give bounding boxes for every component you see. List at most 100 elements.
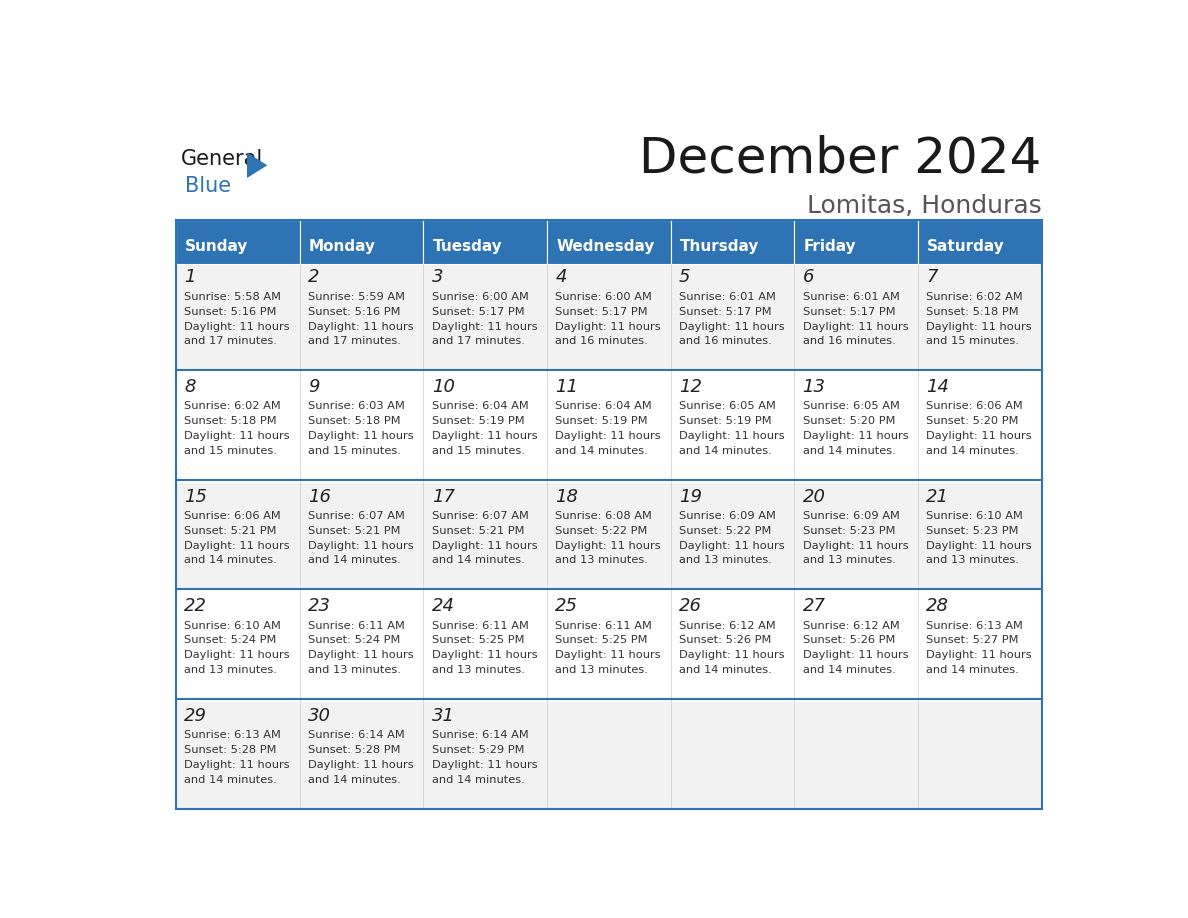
- Text: and 13 minutes.: and 13 minutes.: [555, 555, 649, 565]
- Text: 23: 23: [308, 598, 331, 615]
- Bar: [671, 483, 795, 589]
- Text: 28: 28: [927, 598, 949, 615]
- Text: and 13 minutes.: and 13 minutes.: [803, 555, 896, 565]
- Text: Sunrise: 6:01 AM: Sunrise: 6:01 AM: [803, 292, 899, 302]
- Bar: [546, 701, 671, 809]
- Text: 24: 24: [431, 598, 455, 615]
- Text: and 17 minutes.: and 17 minutes.: [308, 336, 400, 346]
- Text: Daylight: 11 hours: Daylight: 11 hours: [555, 321, 661, 331]
- Text: Tuesday: Tuesday: [432, 240, 503, 254]
- Bar: [299, 701, 423, 809]
- Text: Daylight: 11 hours: Daylight: 11 hours: [184, 321, 290, 331]
- Text: 9: 9: [308, 378, 320, 396]
- Text: 19: 19: [680, 487, 702, 506]
- Text: Sunrise: 6:04 AM: Sunrise: 6:04 AM: [555, 401, 652, 411]
- Text: Sunrise: 6:02 AM: Sunrise: 6:02 AM: [184, 401, 282, 411]
- Text: 17: 17: [431, 487, 455, 506]
- Text: Sunset: 5:16 PM: Sunset: 5:16 PM: [184, 307, 277, 317]
- Text: Sunrise: 6:01 AM: Sunrise: 6:01 AM: [680, 292, 776, 302]
- Text: 10: 10: [431, 378, 455, 396]
- Text: Sunrise: 6:05 AM: Sunrise: 6:05 AM: [680, 401, 776, 411]
- Text: Sunset: 5:24 PM: Sunset: 5:24 PM: [184, 635, 277, 645]
- Text: Sunset: 5:23 PM: Sunset: 5:23 PM: [927, 526, 1019, 536]
- Text: Sunset: 5:25 PM: Sunset: 5:25 PM: [431, 635, 524, 645]
- Text: Sunset: 5:22 PM: Sunset: 5:22 PM: [680, 526, 771, 536]
- Text: Sunrise: 6:09 AM: Sunrise: 6:09 AM: [803, 511, 899, 521]
- Text: Sunrise: 6:07 AM: Sunrise: 6:07 AM: [431, 511, 529, 521]
- Text: Sunset: 5:17 PM: Sunset: 5:17 PM: [555, 307, 647, 317]
- Text: Sunrise: 6:08 AM: Sunrise: 6:08 AM: [555, 511, 652, 521]
- Bar: [176, 592, 299, 699]
- Text: Daylight: 11 hours: Daylight: 11 hours: [431, 760, 537, 770]
- Text: Daylight: 11 hours: Daylight: 11 hours: [555, 431, 661, 441]
- Text: 7: 7: [927, 268, 937, 286]
- Text: and 13 minutes.: and 13 minutes.: [431, 665, 525, 675]
- Text: 8: 8: [184, 378, 196, 396]
- Text: Friday: Friday: [803, 240, 857, 254]
- Text: and 13 minutes.: and 13 minutes.: [308, 665, 400, 675]
- Text: and 14 minutes.: and 14 minutes.: [184, 775, 277, 785]
- Text: Sunrise: 6:10 AM: Sunrise: 6:10 AM: [927, 511, 1023, 521]
- Text: 3: 3: [431, 268, 443, 286]
- Text: 31: 31: [431, 707, 455, 724]
- Text: Daylight: 11 hours: Daylight: 11 hours: [184, 541, 290, 551]
- Text: and 13 minutes.: and 13 minutes.: [927, 555, 1019, 565]
- Text: Daylight: 11 hours: Daylight: 11 hours: [431, 541, 537, 551]
- Text: Daylight: 11 hours: Daylight: 11 hours: [927, 650, 1032, 660]
- Text: 5: 5: [680, 268, 690, 286]
- Text: and 14 minutes.: and 14 minutes.: [927, 665, 1019, 675]
- Text: Daylight: 11 hours: Daylight: 11 hours: [308, 760, 413, 770]
- Text: 30: 30: [308, 707, 331, 724]
- Text: Wednesday: Wednesday: [556, 240, 655, 254]
- Bar: [423, 263, 546, 370]
- Bar: [546, 592, 671, 699]
- Text: 21: 21: [927, 487, 949, 506]
- Text: Daylight: 11 hours: Daylight: 11 hours: [431, 321, 537, 331]
- Text: 16: 16: [308, 487, 331, 506]
- Text: Daylight: 11 hours: Daylight: 11 hours: [184, 650, 290, 660]
- Text: Sunset: 5:21 PM: Sunset: 5:21 PM: [308, 526, 400, 536]
- Text: and 14 minutes.: and 14 minutes.: [308, 775, 400, 785]
- Text: Sunset: 5:22 PM: Sunset: 5:22 PM: [555, 526, 647, 536]
- Bar: [299, 263, 423, 370]
- Text: Sunrise: 6:11 AM: Sunrise: 6:11 AM: [431, 621, 529, 631]
- Text: 4: 4: [555, 268, 567, 286]
- Bar: [546, 483, 671, 589]
- Bar: [423, 373, 546, 480]
- Text: Sunrise: 6:11 AM: Sunrise: 6:11 AM: [555, 621, 652, 631]
- Text: Sunrise: 6:04 AM: Sunrise: 6:04 AM: [431, 401, 529, 411]
- Bar: [918, 483, 1042, 589]
- Bar: [423, 701, 546, 809]
- Bar: [795, 373, 918, 480]
- Text: Daylight: 11 hours: Daylight: 11 hours: [927, 431, 1032, 441]
- Bar: [176, 701, 299, 809]
- Text: 12: 12: [680, 378, 702, 396]
- Text: December 2024: December 2024: [639, 135, 1042, 183]
- Bar: [546, 219, 671, 263]
- Text: Daylight: 11 hours: Daylight: 11 hours: [927, 541, 1032, 551]
- Text: Sunset: 5:18 PM: Sunset: 5:18 PM: [184, 416, 277, 426]
- Text: Daylight: 11 hours: Daylight: 11 hours: [680, 431, 784, 441]
- Bar: [546, 263, 671, 370]
- Text: Daylight: 11 hours: Daylight: 11 hours: [431, 650, 537, 660]
- Text: Sunset: 5:28 PM: Sunset: 5:28 PM: [184, 744, 277, 755]
- Text: Daylight: 11 hours: Daylight: 11 hours: [680, 541, 784, 551]
- Text: 2: 2: [308, 268, 320, 286]
- Bar: [671, 219, 795, 263]
- Bar: [671, 373, 795, 480]
- Text: 18: 18: [555, 487, 579, 506]
- Text: and 14 minutes.: and 14 minutes.: [555, 446, 649, 456]
- Text: Sunset: 5:20 PM: Sunset: 5:20 PM: [927, 416, 1019, 426]
- Text: and 15 minutes.: and 15 minutes.: [927, 336, 1019, 346]
- Text: Daylight: 11 hours: Daylight: 11 hours: [680, 650, 784, 660]
- Text: and 14 minutes.: and 14 minutes.: [803, 446, 896, 456]
- Text: and 15 minutes.: and 15 minutes.: [431, 446, 525, 456]
- Bar: [299, 373, 423, 480]
- Bar: [423, 483, 546, 589]
- Bar: [918, 219, 1042, 263]
- Text: Sunset: 5:21 PM: Sunset: 5:21 PM: [184, 526, 277, 536]
- Text: Daylight: 11 hours: Daylight: 11 hours: [803, 650, 908, 660]
- Text: 26: 26: [680, 598, 702, 615]
- Bar: [795, 263, 918, 370]
- Bar: [176, 483, 299, 589]
